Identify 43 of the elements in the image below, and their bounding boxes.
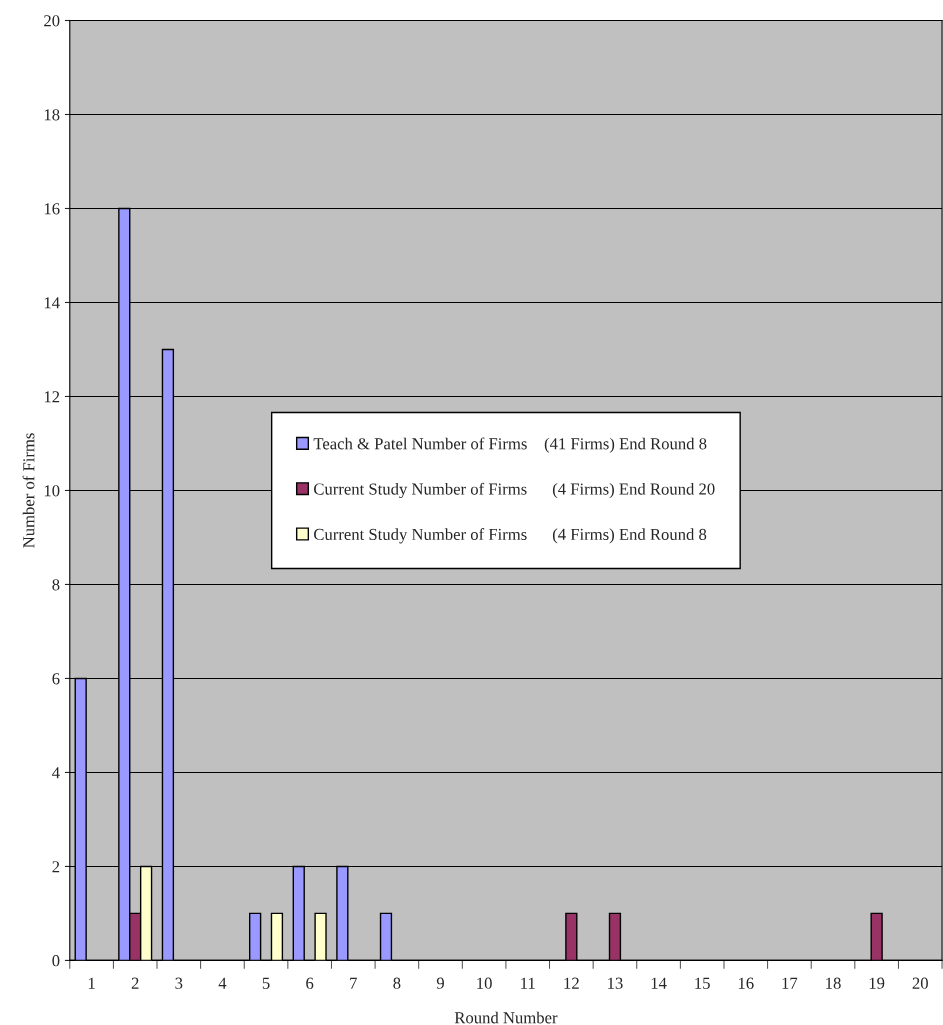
x-tick-label: 20 xyxy=(912,977,928,989)
x-tick-label: 3 xyxy=(175,977,183,989)
x-tick-label: 13 xyxy=(608,977,623,989)
x-tick-label: 14 xyxy=(651,977,667,989)
x-tick-label: 2 xyxy=(131,977,139,989)
y-tick-label: 12 xyxy=(44,391,60,403)
bar xyxy=(870,912,883,961)
x-tick-label: 11 xyxy=(521,977,535,989)
y-tick-label: 4 xyxy=(52,767,60,779)
y-tick-label: 14 xyxy=(44,297,60,309)
x-tick-label: 5 xyxy=(262,977,270,989)
x-tick-label: 19 xyxy=(869,977,885,989)
bar xyxy=(248,912,262,961)
x-tick-label: 15 xyxy=(695,977,710,989)
y-tick-label: 10 xyxy=(44,485,60,497)
x-tick-label: 9 xyxy=(436,977,444,989)
x-tick-label: 12 xyxy=(564,977,579,989)
y-tick-label: 6 xyxy=(52,673,60,685)
x-tick-label: 17 xyxy=(782,977,798,989)
x-tick-label: 10 xyxy=(477,977,492,989)
x-tick-label: 4 xyxy=(218,977,227,989)
legend-label: Current Study Number of Firms (4 Firms) End Round 8 xyxy=(314,528,707,544)
x-tick-label: 1 xyxy=(88,977,95,989)
y-tick-label: 16 xyxy=(44,203,60,215)
x-tick-label: 8 xyxy=(393,977,401,989)
x-tick-label: 16 xyxy=(738,977,754,989)
y-tick-label: 0 xyxy=(52,955,60,967)
x-tick-label: 18 xyxy=(826,977,841,989)
x-tick-label: 6 xyxy=(306,977,314,989)
x-tick-label: 7 xyxy=(350,977,357,989)
y-tick-label: 8 xyxy=(52,579,60,591)
legend-label: Current Study Number of Firms (4 Firms) End Round 20 xyxy=(314,482,715,499)
y-tick-label: 18 xyxy=(44,109,60,121)
bar xyxy=(270,912,284,961)
bar xyxy=(608,912,622,961)
y-tick-label: 2 xyxy=(52,861,60,873)
y-tick-label: 20 xyxy=(44,15,60,27)
bar xyxy=(314,912,327,961)
legend-label: Teach & Patel Number of Firms (41 Firms) End Round 8 xyxy=(313,437,707,453)
x-axis-title: Round Number xyxy=(454,1011,558,1024)
bar xyxy=(565,912,578,961)
y-axis-title: Number of Firms xyxy=(22,433,35,548)
bar xyxy=(379,912,393,961)
